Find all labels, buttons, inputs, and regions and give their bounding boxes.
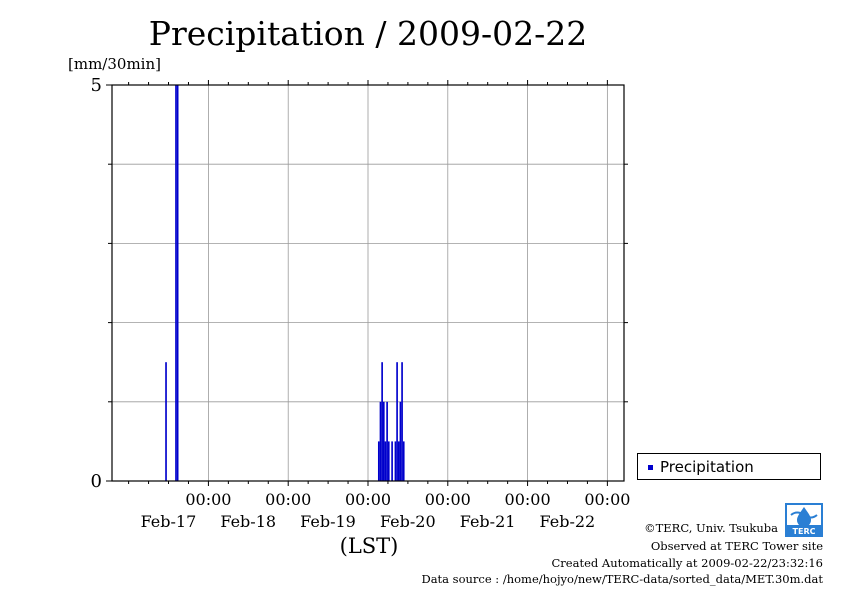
- bars: [165, 85, 405, 481]
- precipitation-bar: [387, 441, 390, 481]
- precipitation-bar: [379, 401, 382, 481]
- precipitation-bar: [391, 441, 393, 481]
- precipitation-bar: [399, 401, 402, 481]
- created-text: Created Automatically at 2009-02-22/23:3…: [551, 556, 824, 570]
- precipitation-bar: [384, 441, 387, 481]
- chart-title: Precipitation / 2009-02-22: [148, 14, 588, 53]
- y-tick-label: 0: [91, 471, 102, 492]
- axis-labels: 00:00 Feb-17 00:00 Feb-18 00:00 Feb-19 00:00 Fe…: [91, 75, 631, 558]
- x-tick-date-label: Feb-20: [380, 512, 436, 531]
- x-tick-date-label: Feb-17: [141, 512, 197, 531]
- precipitation-bar: [382, 401, 385, 481]
- precipitation-bar: [397, 441, 400, 481]
- x-tick-time-label: 00:00: [584, 490, 630, 509]
- ticks: [106, 80, 628, 486]
- observed-text: Observed at TERC Tower site: [650, 539, 823, 553]
- legend-label-precipitation: Precipitation: [660, 458, 754, 476]
- copyright-text: ©TERC, Univ. Tsukuba: [644, 521, 778, 535]
- precipitation-bar: [165, 362, 167, 481]
- x-tick-date-label: Feb-22: [540, 512, 596, 531]
- precipitation-bar: [377, 441, 380, 481]
- precipitation-bar: [396, 362, 398, 481]
- x-tick-date-label: Feb-19: [300, 512, 356, 531]
- precipitation-bar: [402, 441, 405, 481]
- precipitation-bar: [176, 85, 179, 481]
- svg-text:TERC: TERC: [793, 527, 816, 536]
- x-axis-label: (LST): [340, 534, 399, 558]
- precipitation-bar: [401, 362, 403, 481]
- data-source-text: Data source : /home/hojyo/new/TERC-data/…: [421, 572, 823, 586]
- x-tick-time-label: 00:00: [345, 490, 391, 509]
- legend: Precipitation: [637, 453, 821, 480]
- y-tick-label: 5: [91, 75, 102, 96]
- legend-swatch-precipitation: [648, 465, 653, 470]
- precipitation-bar: [381, 362, 383, 481]
- precipitation-bar: [394, 441, 397, 481]
- y-axis-unit-label: [mm/30min]: [68, 55, 161, 73]
- x-tick-date-label: Feb-18: [220, 512, 276, 531]
- x-tick-time-label: 00:00: [425, 490, 471, 509]
- precipitation-bar: [175, 85, 177, 481]
- x-tick-time-label: 00:00: [185, 490, 231, 509]
- gridlines: [112, 85, 624, 481]
- precipitation-bar: [386, 401, 388, 481]
- x-tick-time-label: 00:00: [505, 490, 551, 509]
- x-tick-time-label: 00:00: [265, 490, 311, 509]
- x-tick-date-label: Feb-21: [460, 512, 516, 531]
- terc-logo: TERC: [785, 503, 823, 537]
